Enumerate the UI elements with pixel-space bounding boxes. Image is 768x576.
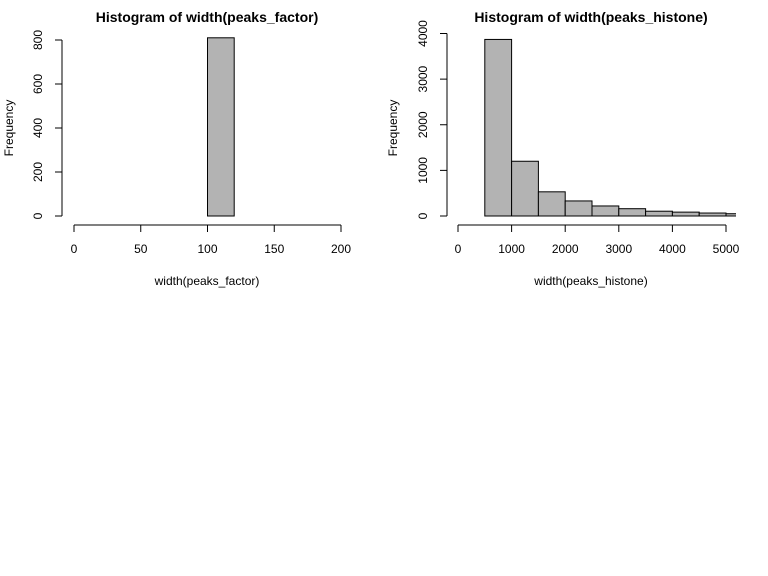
x-tick-label: 0 (71, 242, 78, 256)
histogram-bar (511, 160, 539, 217)
x-axis-label: width(peaks_histone) (533, 274, 647, 288)
y-tick-label: 200 (31, 162, 45, 182)
y-tick-label: 800 (31, 30, 45, 50)
histogram-bar (698, 212, 727, 217)
bars (484, 38, 736, 217)
x-tick-label: 4000 (659, 242, 686, 256)
histogram-bar (207, 37, 235, 217)
histogram-bar (725, 213, 736, 217)
x-tick-label: 100 (197, 242, 217, 256)
x-tick-label: 3000 (605, 242, 632, 256)
y-axis-label: Frequency (386, 100, 400, 157)
histogram-bar (484, 38, 513, 217)
y-tick-label: 0 (31, 212, 45, 219)
y-tick-label: 0 (416, 212, 430, 219)
x-tick-label: 50 (134, 242, 148, 256)
y-tick-label: 400 (31, 118, 45, 138)
x-tick-label: 0 (455, 242, 462, 256)
x-axis-label: width(peaks_factor) (154, 274, 260, 288)
y-axis-label: Frequency (2, 100, 16, 157)
histogram-bar (671, 211, 700, 217)
histogram-panel-1: Histogram of width(peaks_factor) 0 50 100 15… (2, 9, 351, 288)
bars (207, 37, 235, 217)
x-tick-label: 1000 (498, 242, 525, 256)
histogram-bar (618, 208, 647, 217)
chart-title: Histogram of width(peaks_factor) (96, 9, 318, 25)
x-tick-label: 200 (331, 242, 351, 256)
chart-title: Histogram of width(peaks_histone) (474, 9, 707, 25)
y-tick-label: 600 (31, 74, 45, 94)
histogram-bar (645, 210, 673, 217)
histogram-bar (564, 200, 593, 217)
y-tick-label: 1000 (416, 157, 430, 184)
x-tick-label: 5000 (713, 242, 740, 256)
histogram-bar (537, 191, 566, 217)
x-tick-label: 150 (264, 242, 284, 256)
y-tick-label: 2000 (416, 111, 430, 138)
histogram-panel-2: Histogram of width(peaks_histone) 0 1000 20… (386, 9, 740, 288)
y-tick-label: 4000 (416, 20, 430, 47)
y-tick-label: 3000 (416, 65, 430, 92)
histogram-bar (591, 205, 620, 217)
x-tick-label: 2000 (552, 242, 579, 256)
